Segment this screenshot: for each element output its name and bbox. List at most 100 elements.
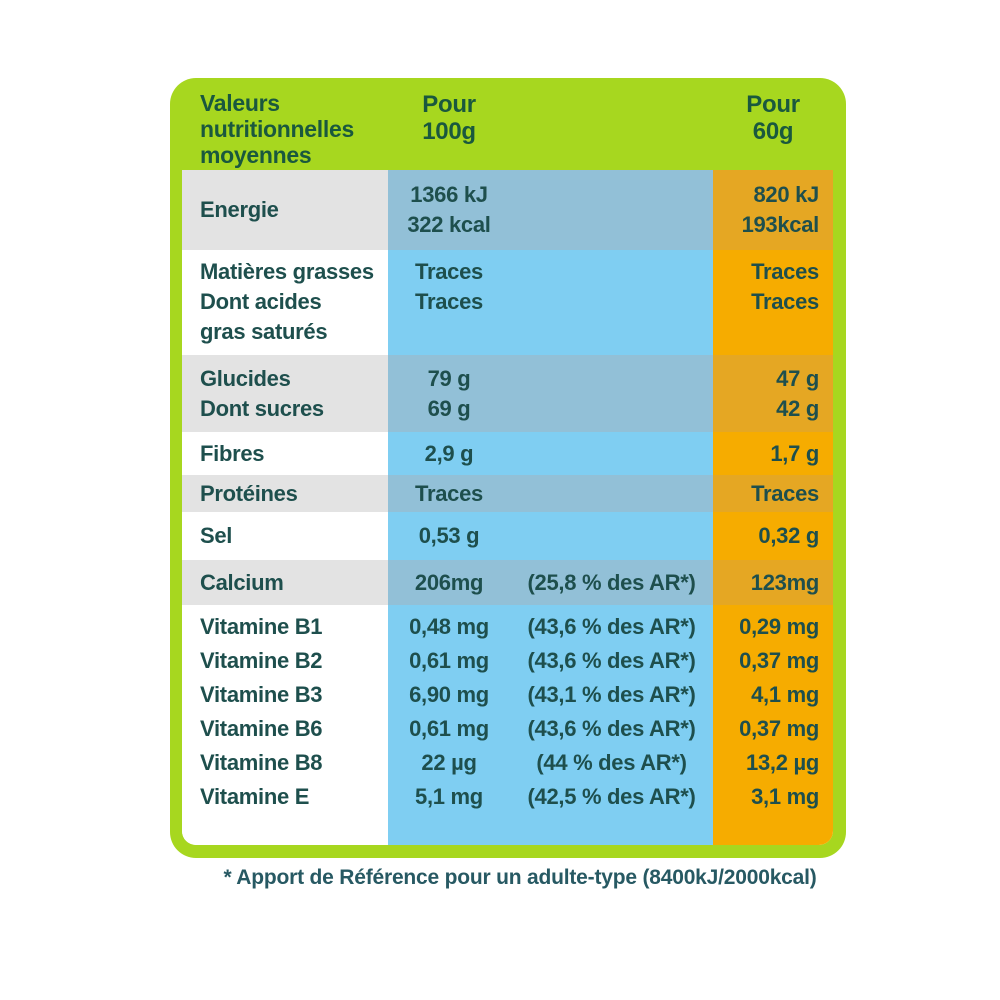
amount: 123mg — [750, 569, 820, 595]
nutrient-label-line: Vitamine B6 — [200, 716, 323, 741]
amount: 0,61 mg — [409, 716, 489, 741]
nutrient-row-glucides: Glucides Dont sucres 79 g 69 g 47 g 42 g — [182, 355, 833, 432]
amount: Traces — [751, 289, 819, 314]
nutrient-label-line: Vitamine B2 — [200, 648, 323, 673]
nutrient-row-fibres: Fibres 2,9 g 1,7 g — [182, 432, 833, 475]
value-per-100g: 0,48 mg (43,6 % des AR*) 0,61 mg (43,6 % de… — [388, 605, 713, 845]
ar-note: (44 % des AR*) — [536, 750, 687, 775]
nutrient-label-line: Sel — [200, 523, 233, 548]
amount: 0,48 mg — [409, 614, 489, 639]
amount: 6,90 mg — [409, 682, 489, 707]
ar-note: (25,8 % des AR*) — [527, 569, 696, 595]
header-col-100g-line: Pour — [422, 91, 476, 118]
nutrient-label-line: gras saturés — [200, 319, 328, 344]
ar-note: (42,5 % des AR*) — [527, 784, 696, 809]
amount: 0,37 mg — [739, 716, 819, 741]
ar-note: (43,6 % des AR*) — [527, 614, 696, 639]
amount: Traces — [415, 259, 483, 284]
value-100-line: 69 g — [388, 394, 713, 424]
value-100-line: 5,1 mg (42,5 % des AR*) — [388, 780, 713, 814]
header-title-line: nutritionnelles — [200, 116, 354, 142]
nutrition-sticker: Valeurs nutritionnelles moyennes Pour 10… — [170, 78, 846, 858]
header-title-line: Valeurs — [200, 90, 280, 116]
value-100-line: Traces — [388, 257, 713, 287]
nutrient-label: Protéines — [182, 475, 388, 512]
value-100-line: 2,9 g — [388, 439, 713, 469]
amount: 47 g — [776, 365, 819, 391]
value-per-100g: 2,9 g — [388, 432, 713, 475]
amount: 322 kcal — [407, 212, 491, 237]
nutrient-label: Sel — [182, 512, 388, 560]
nutrient-label-line: Dont sucres — [200, 395, 324, 421]
value-per-60g: 1,7 g — [713, 432, 833, 475]
amount: 3,1 mg — [751, 784, 819, 809]
nutrient-label-line: Fibres — [200, 440, 265, 466]
nutrition-table: Energie 1366 kJ 322 kcal 820 kJ 193kcal Matiè… — [182, 170, 833, 845]
amount: Traces — [751, 480, 819, 506]
nutrient-label-line: Dont acides — [200, 289, 322, 314]
amount: 42 g — [776, 395, 819, 421]
ar-note: (43,6 % des AR*) — [527, 648, 696, 673]
amount: 820 kJ — [753, 182, 820, 207]
ar-note — [510, 257, 713, 287]
amount: 2,9 g — [424, 440, 474, 466]
amount: 0,53 g — [418, 523, 480, 548]
value-100-line: 0,61 mg (43,6 % des AR*) — [388, 644, 713, 678]
nutrient-row-sel: Sel 0,53 g 0,32 g — [182, 512, 833, 560]
value-per-60g: Traces — [713, 475, 833, 512]
amount: Traces — [751, 259, 819, 284]
value-per-100g: Traces — [388, 475, 713, 512]
value-100-line: 22 µg (44 % des AR*) — [388, 746, 713, 780]
amount: 1366 kJ — [410, 182, 488, 207]
amount: Traces — [415, 480, 483, 506]
value-100-line: 79 g — [388, 364, 713, 394]
nutrient-row-proteines: Protéines Traces Traces — [182, 475, 833, 512]
amount: 0,32 g — [758, 523, 819, 548]
amount: 79 g — [427, 365, 471, 391]
nutrient-label-line: Calcium — [200, 569, 284, 595]
header-col-60g-line: Pour — [746, 91, 800, 118]
ar-note: (43,1 % des AR*) — [527, 682, 696, 707]
ar-note — [510, 439, 713, 469]
footnote: * Apport de Référence pour un adulte-typ… — [223, 866, 817, 889]
nutrient-label-line: Vitamine B1 — [200, 614, 323, 639]
amount: 193kcal — [741, 212, 820, 237]
nutrient-row-vitamines: Vitamine B1 Vitamine B2 Vitamine B3 Vitamin… — [182, 605, 833, 845]
value-100-line: 322 kcal — [388, 210, 713, 240]
value-100-line: 6,90 mg (43,1 % des AR*) — [388, 678, 713, 712]
amount: 0,29 mg — [739, 614, 819, 639]
nutrient-label: Glucides Dont sucres — [182, 355, 388, 432]
value-per-60g: 0,29 mg 0,37 mg 4,1 mg 0,37 mg 13,2 µg 3,1 mg — [713, 605, 833, 845]
amount: 206mg — [414, 569, 484, 595]
header-col-per-60g: Pour 60g — [713, 78, 833, 170]
value-per-60g: 47 g 42 g — [713, 355, 833, 432]
value-per-100g: 79 g 69 g — [388, 355, 713, 432]
amount: 69 g — [427, 395, 471, 421]
nutrient-label-line: Vitamine E — [200, 784, 310, 809]
header-title-line: moyennes — [200, 142, 312, 168]
nutrient-label: Calcium — [182, 560, 388, 605]
amount: 0,37 mg — [739, 648, 819, 673]
table-header: Valeurs nutritionnelles moyennes Pour 10… — [182, 78, 833, 170]
amount: Traces — [415, 289, 483, 314]
ar-note — [510, 521, 713, 551]
nutrient-label-line: Vitamine B3 — [200, 682, 323, 707]
header-title: Valeurs nutritionnelles moyennes — [182, 78, 388, 170]
header-col-per-100g: Pour 100g — [388, 78, 713, 170]
nutrient-label-line: Protéines — [200, 480, 298, 506]
value-per-60g: 123mg — [713, 560, 833, 605]
value-per-100g: 206mg (25,8 % des AR*) — [388, 560, 713, 605]
nutrient-label: Energie — [182, 170, 388, 250]
ar-note — [510, 180, 713, 210]
value-per-60g: 0,32 g — [713, 512, 833, 560]
nutrient-row-matieres-grasses: Matières grasses Dont acides gras saturés T… — [182, 250, 833, 355]
ar-note — [510, 287, 713, 317]
nutrient-row-energie: Energie 1366 kJ 322 kcal 820 kJ 193kcal — [182, 170, 833, 250]
value-per-60g: 820 kJ 193kcal — [713, 170, 833, 250]
nutrient-label-line: Energie — [200, 197, 279, 222]
ar-note: (43,6 % des AR*) — [527, 716, 696, 741]
value-per-100g: Traces Traces — [388, 250, 713, 355]
value-100-line: 0,53 g — [388, 521, 713, 551]
amount: 0,61 mg — [409, 648, 489, 673]
